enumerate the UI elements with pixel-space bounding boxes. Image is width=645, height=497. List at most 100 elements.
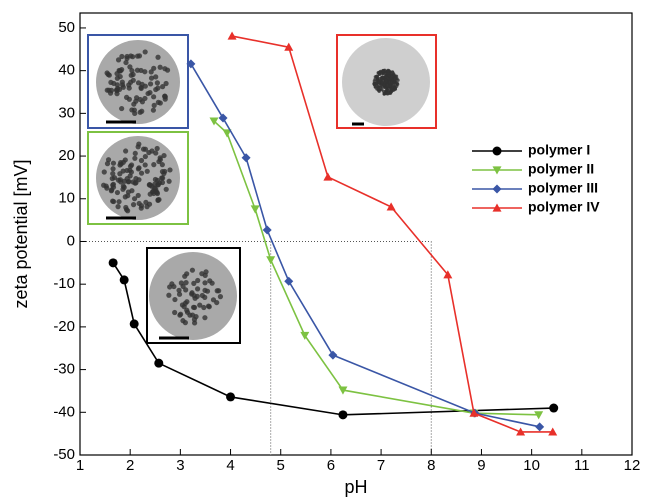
nanoparticle: [153, 150, 159, 156]
nanoparticle: [110, 171, 116, 177]
data-point: [241, 153, 251, 163]
nanoparticle: [139, 108, 145, 114]
nanoparticle: [128, 162, 135, 168]
nanoparticle: [166, 178, 172, 184]
nanoparticle: [146, 149, 152, 156]
nanoparticle: [129, 188, 135, 194]
legend-marker: [492, 184, 502, 194]
nanoparticle: [118, 160, 124, 166]
data-point: [469, 408, 479, 417]
nanoparticle: [162, 66, 168, 72]
nanoparticle: [145, 90, 151, 97]
nanoparticle: [184, 307, 190, 313]
nanoparticle: [187, 312, 193, 318]
data-point: [535, 422, 545, 432]
nanoparticle: [132, 155, 138, 161]
nanoparticle: [101, 169, 107, 175]
nanoparticle: [155, 197, 161, 203]
nanoparticle: [127, 64, 133, 70]
nanoparticle: [115, 57, 122, 63]
series-line: [231, 35, 553, 433]
nanoparticle: [166, 292, 172, 298]
nanoparticle: [128, 72, 134, 78]
nanoparticle: [389, 76, 393, 80]
data-point: [549, 403, 559, 413]
nanoparticle: [393, 78, 398, 82]
data-point: [516, 427, 526, 436]
nanoparticle: [393, 85, 398, 90]
nanoparticle: [137, 96, 143, 103]
nanoparticle: [108, 87, 115, 93]
nanoparticle: [388, 91, 392, 95]
nanoparticle: [116, 86, 123, 92]
nanoparticle: [120, 186, 126, 192]
nanoparticle: [134, 53, 141, 59]
nanoparticle: [151, 65, 157, 71]
legend-label: polymer I: [528, 142, 590, 158]
nanoparticle: [115, 204, 121, 210]
nanoparticle: [157, 157, 163, 163]
nanoparticle: [154, 189, 160, 195]
nanoparticle: [217, 294, 224, 300]
nanoparticle: [104, 87, 110, 93]
legend-label: polymer IV: [528, 199, 600, 215]
nanoparticle: [383, 85, 387, 89]
nanoparticle: [177, 312, 183, 318]
nanoparticle: [201, 304, 207, 311]
nanoparticle: [123, 59, 129, 66]
y-tick-label: 20: [58, 147, 75, 164]
nanoparticle: [126, 96, 132, 102]
nanoparticle: [392, 83, 396, 88]
nanoparticle: [375, 74, 379, 78]
nanoparticle: [144, 168, 150, 174]
nanoparticle: [394, 76, 398, 80]
data-point: [227, 31, 237, 40]
nanoparticle: [152, 181, 158, 187]
nanoparticle: [207, 278, 213, 284]
nanoparticle: [152, 176, 159, 183]
nanoparticle: [150, 107, 156, 113]
legend-marker: [492, 166, 502, 175]
data-point: [250, 205, 260, 214]
data-point: [323, 172, 333, 181]
nanoparticle: [374, 83, 379, 87]
nanoparticle: [153, 86, 159, 93]
nanoparticle: [202, 280, 208, 286]
nanoparticle: [142, 153, 148, 160]
data-point: [338, 410, 348, 420]
x-axis-label: pH: [344, 477, 367, 497]
nanoparticle: [216, 288, 222, 294]
nanoparticle: [199, 292, 205, 299]
nanoparticle: [383, 83, 387, 87]
nanoparticle: [154, 80, 160, 86]
nanoparticle: [130, 54, 136, 60]
x-tick-label: 6: [327, 457, 335, 474]
nanoparticle: [389, 87, 394, 91]
nanoparticle: [182, 273, 188, 279]
y-tick-label: -50: [53, 446, 75, 463]
nanoparticle: [387, 71, 391, 75]
data-point: [129, 319, 139, 329]
nanoparticle: [135, 80, 142, 86]
nanoparticle: [382, 91, 387, 95]
nanoparticle: [155, 54, 161, 60]
plot-frame: [79, 12, 633, 456]
x-tick-label: 11: [574, 457, 590, 474]
nanoparticle: [387, 84, 392, 88]
nanoparticle: [176, 287, 182, 293]
data-point: [108, 258, 118, 268]
legend-label: polymer II: [528, 161, 594, 177]
nanoparticle: [151, 94, 157, 100]
nanoparticle: [189, 267, 196, 273]
nanoparticle: [195, 277, 201, 284]
data-point: [266, 256, 276, 265]
nanoparticle: [142, 49, 148, 55]
nanoparticle: [384, 75, 388, 79]
nanoparticle: [378, 88, 382, 92]
nanoparticle: [123, 148, 129, 154]
nanoparticle: [124, 167, 130, 174]
nanoparticle: [148, 75, 155, 81]
nanoparticle: [381, 68, 385, 73]
nanoparticle: [191, 293, 197, 299]
nanoparticle: [183, 280, 189, 286]
